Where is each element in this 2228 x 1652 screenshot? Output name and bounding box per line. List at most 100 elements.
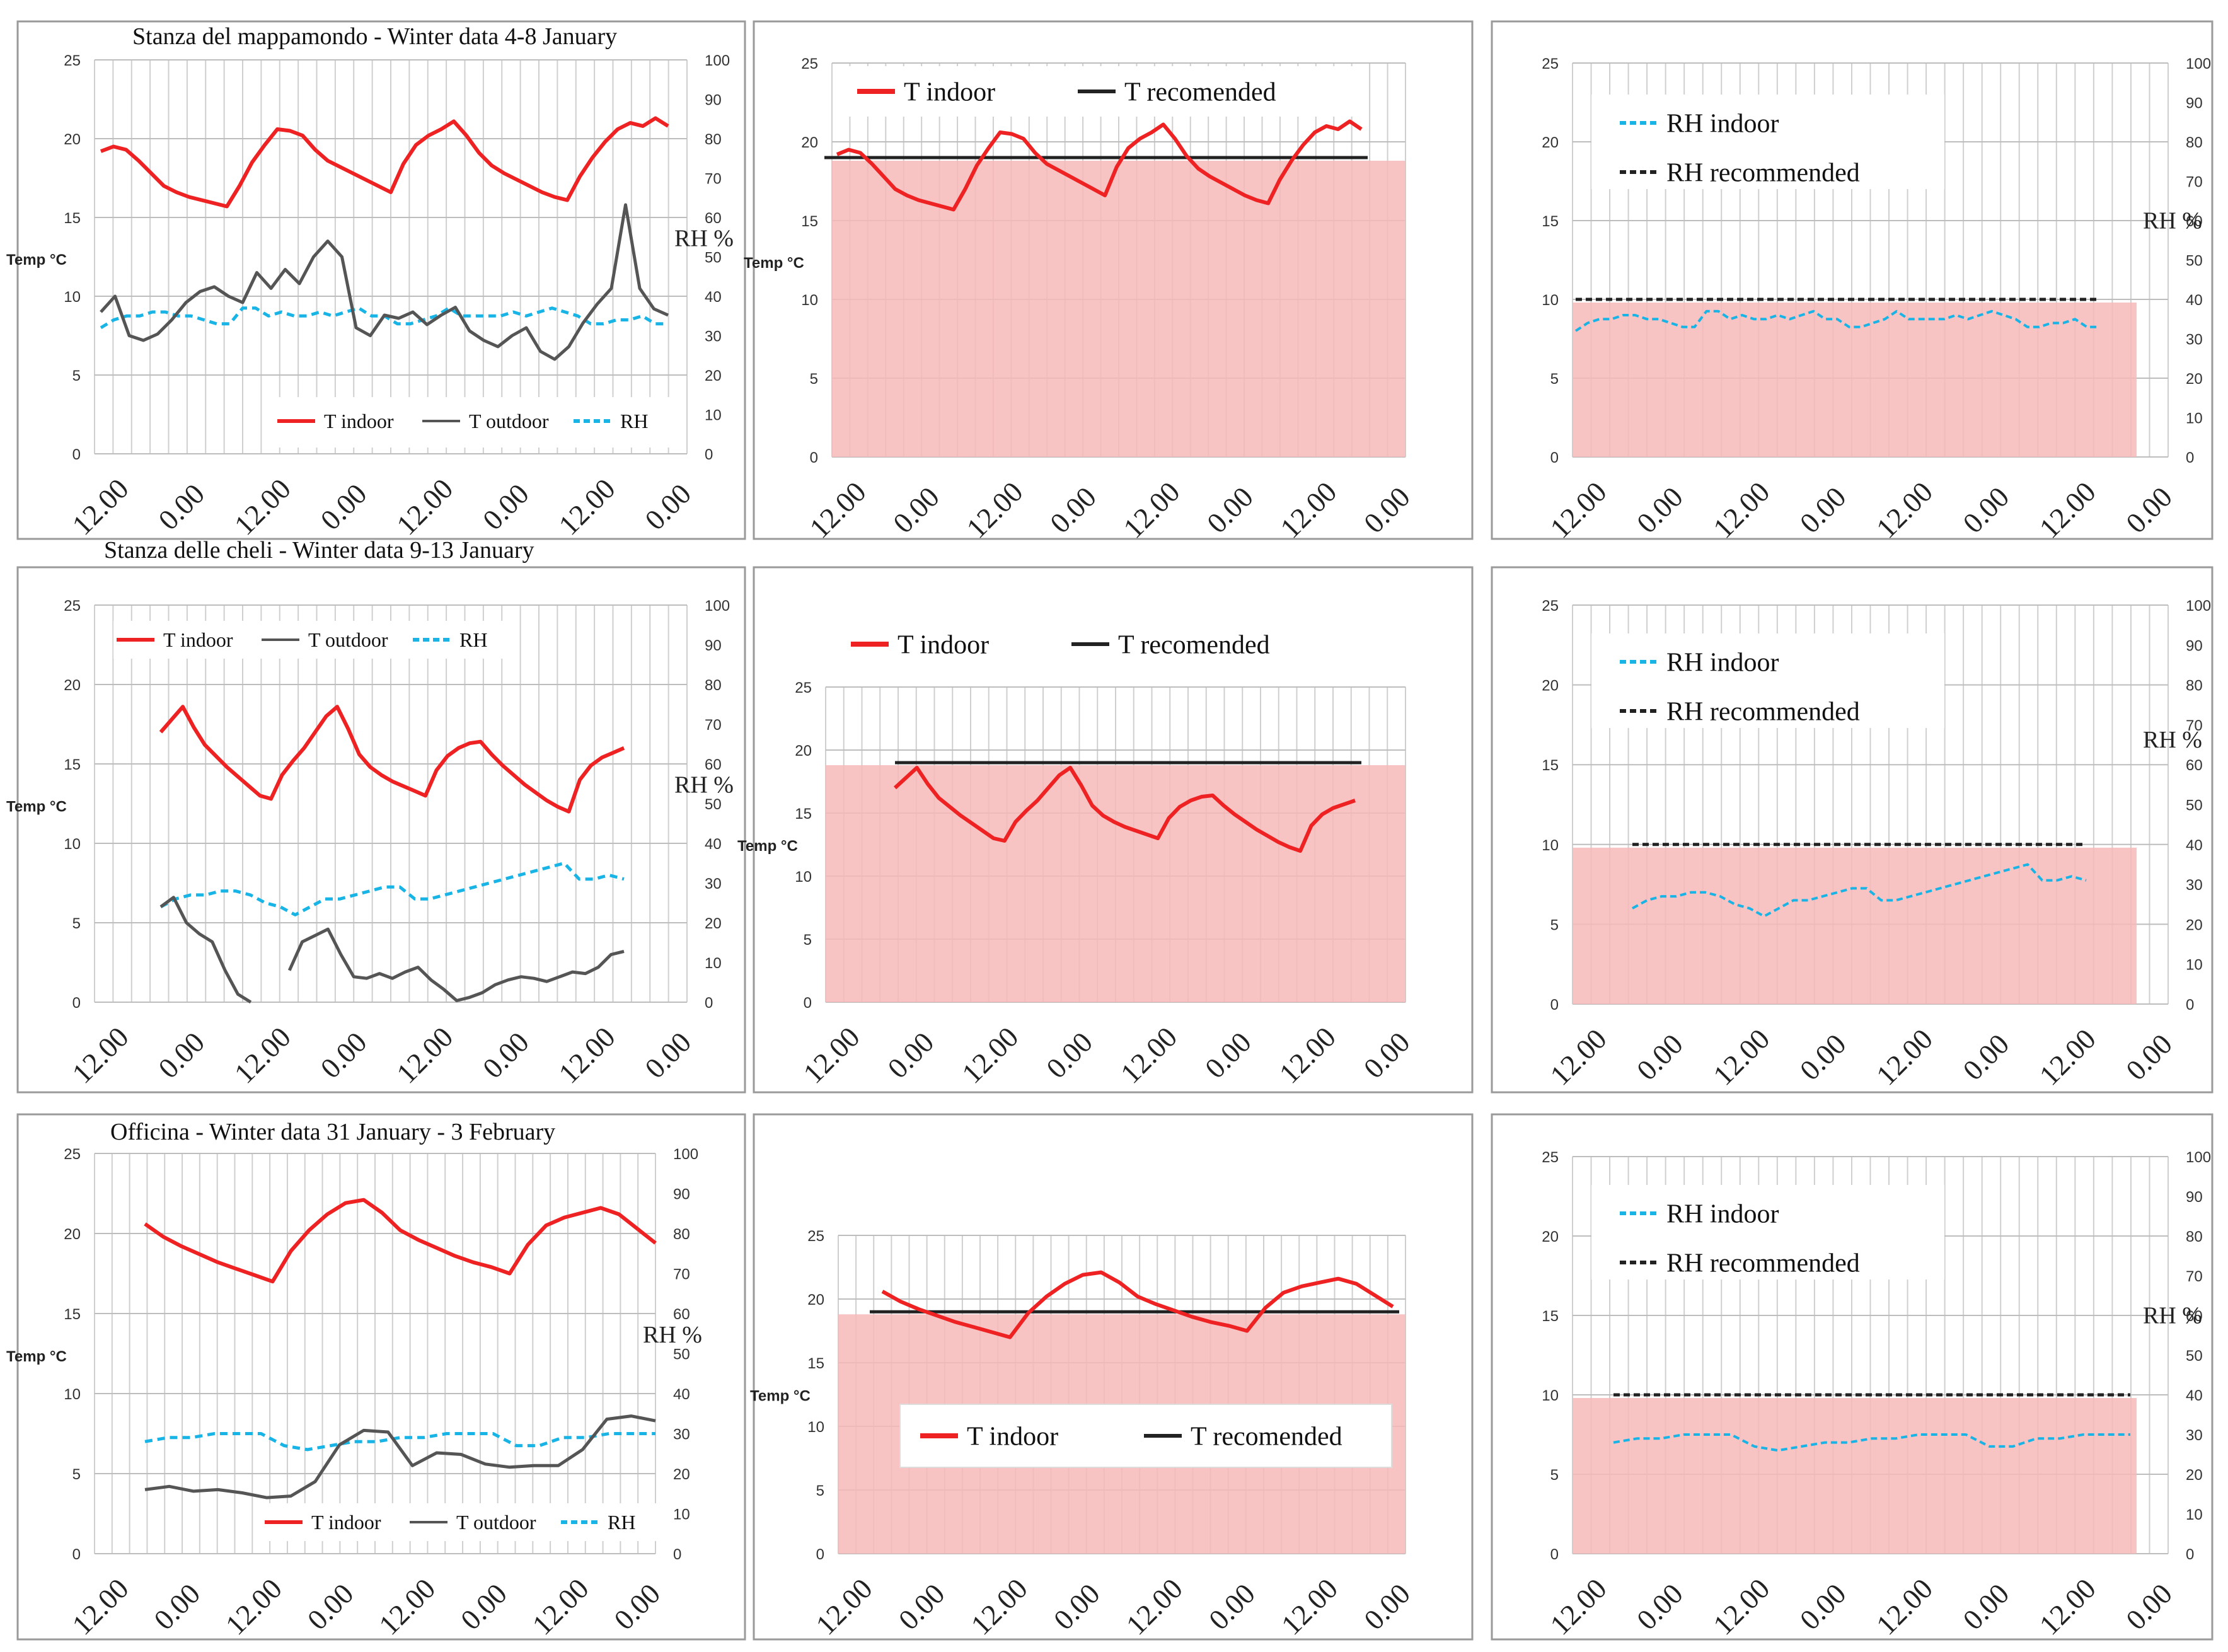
left-3-legend-rh-label: RH — [608, 1511, 635, 1534]
left-1-ytick: 0 — [72, 446, 81, 463]
left-2-ytick: 10 — [64, 836, 81, 853]
left-1-grid — [94, 59, 688, 454]
left-1-ytick: 15 — [64, 210, 81, 227]
left-2-y2tick: 10 — [705, 955, 722, 972]
left-1-legend-t-outdoor-label: T outdoor — [469, 410, 549, 432]
middle-1-ytick: 5 — [810, 371, 818, 388]
right-1-y2tick: 40 — [2186, 292, 2203, 309]
left-3-t-outdoor-line — [144, 1414, 656, 1499]
left-1-legend-t-indoor-label: T indoor — [324, 410, 394, 432]
middle-3-t-indoor-line — [881, 1270, 1394, 1339]
right-3-comfort-band — [1573, 1398, 2137, 1554]
left-3-y2tick: 60 — [673, 1306, 690, 1323]
middle-1-t-indoor-line — [836, 119, 1363, 212]
left-2-y2tick: 50 — [705, 796, 722, 813]
chart-title-row-3: Officina - Winter data 31 January - 3 Fe… — [110, 1119, 555, 1145]
left-2-legend-t-outdoor-label: T outdoor — [308, 628, 388, 651]
left-3-ytick: 5 — [72, 1466, 81, 1483]
left-3-y2tick: 100 — [673, 1146, 698, 1163]
right-1-ytick: 0 — [1550, 449, 1559, 466]
middle-1-ytick: 25 — [801, 55, 818, 72]
left-1-y2tick: 30 — [705, 328, 722, 345]
middle-2-legend-t-recommended-label: T recomended — [1118, 631, 1270, 660]
right-3-y2tick: 20 — [2186, 1467, 2203, 1484]
left-1-ytick: 5 — [72, 367, 81, 384]
middle-2-ytick: 15 — [795, 806, 812, 823]
right-3-y2tick: 50 — [2186, 1348, 2203, 1365]
left-1-y2tick: 80 — [705, 131, 722, 148]
left-3-y2tick: 30 — [673, 1426, 690, 1443]
left-3-y2tick: 10 — [673, 1506, 690, 1523]
middle-2-ylabel: Temp °C — [737, 838, 798, 855]
right-3-y2label: RH % — [2143, 1303, 2202, 1329]
middle-1-ylabel: Temp °C — [744, 255, 804, 272]
right-3-legend-rh-indoor-label: RH indoor — [1666, 1200, 1779, 1229]
right-2-y2tick: 20 — [2186, 916, 2203, 933]
right-2-y2tick: 80 — [2186, 678, 2203, 695]
right-1-ytick: 5 — [1550, 371, 1559, 388]
middle-3-legend-t-indoor-label: T indoor — [967, 1423, 1058, 1452]
left-1-ytick: 25 — [64, 52, 81, 69]
left-2-y2tick: 0 — [705, 995, 713, 1012]
right-2-comfort-band — [1573, 847, 2137, 1004]
middle-2-legend-t-indoor-label: T indoor — [898, 631, 989, 660]
right-2-y2tick: 70 — [2186, 717, 2203, 734]
left-2-t-indoor-line — [159, 705, 625, 814]
middle-2-ytick: 5 — [804, 932, 812, 949]
left-3-ytick: 15 — [64, 1306, 81, 1323]
panel-frame-left-1 — [16, 20, 746, 540]
right-1-y2tick: 10 — [2186, 410, 2203, 427]
right-3-y2tick: 100 — [2186, 1149, 2211, 1166]
left-2-ytick: 0 — [72, 995, 81, 1012]
right-2-ytick: 20 — [1542, 678, 1559, 695]
middle-3-ytick: 10 — [807, 1419, 824, 1436]
left-2-ylabel: Temp °C — [6, 799, 67, 816]
left-1-y2tick: 70 — [705, 171, 722, 188]
left-1-y2tick: 0 — [705, 446, 713, 463]
middle-3-ytick: 20 — [807, 1291, 824, 1308]
right-1-y2tick: 90 — [2186, 95, 2203, 112]
left-3-y2tick: 0 — [673, 1546, 681, 1563]
right-1-y2label: RH % — [2143, 208, 2202, 234]
left-2-ytick: 20 — [64, 677, 81, 694]
right-3-ytick: 15 — [1542, 1308, 1559, 1325]
right-3-legend-rh-recommended-label: RH recommended — [1666, 1249, 1860, 1278]
left-1-ytick: 20 — [64, 131, 81, 148]
left-2-ytick: 5 — [72, 915, 81, 932]
right-3-rh-indoor-line — [1613, 1433, 2130, 1452]
left-3-ytick: 20 — [64, 1226, 81, 1243]
middle-3-ytick: 0 — [816, 1546, 824, 1563]
left-1-t-indoor-line — [100, 116, 669, 209]
middle-3-ytick: 5 — [816, 1482, 824, 1499]
right-2-y2tick: 10 — [2186, 957, 2203, 974]
left-3-rh-line — [144, 1432, 655, 1452]
left-1-t-outdoor-line — [100, 203, 669, 361]
chart-title-row-1: Stanza del mappamondo - Winter data 4-8 … — [132, 23, 617, 50]
right-2-y2tick: 90 — [2186, 637, 2203, 654]
left-3-ytick: 0 — [72, 1546, 81, 1563]
middle-3-ytick: 25 — [807, 1228, 824, 1245]
right-1-y2tick: 20 — [2186, 371, 2203, 388]
right-2-y2tick: 40 — [2186, 837, 2203, 854]
right-1-y2tick: 80 — [2186, 134, 2203, 151]
right-2-ytick: 10 — [1542, 837, 1559, 854]
right-1-y2tick: 30 — [2186, 332, 2203, 349]
left-3-y2tick: 70 — [673, 1266, 690, 1283]
middle-1-legend-t-indoor-label: T indoor — [904, 78, 995, 107]
left-1-ytick: 10 — [64, 289, 81, 306]
middle-2-ytick: 10 — [795, 869, 812, 886]
left-1-y2tick: 60 — [705, 210, 722, 227]
left-3-legend-t-indoor-label: T indoor — [311, 1511, 381, 1534]
right-1-ytick: 20 — [1542, 134, 1559, 151]
right-2-y2tick: 60 — [2186, 757, 2203, 774]
left-2-rh-line — [159, 862, 625, 916]
left-2-y2tick: 90 — [705, 637, 722, 654]
right-2-ytick: 15 — [1542, 757, 1559, 774]
right-3-ytick: 20 — [1542, 1228, 1559, 1245]
left-1-y2tick: 20 — [705, 367, 722, 384]
middle-1-ytick: 20 — [801, 134, 818, 151]
right-3-y2tick: 70 — [2186, 1268, 2203, 1285]
middle-2-t-indoor-line — [893, 766, 1356, 853]
left-2-t-outdoor-line — [159, 896, 625, 1004]
